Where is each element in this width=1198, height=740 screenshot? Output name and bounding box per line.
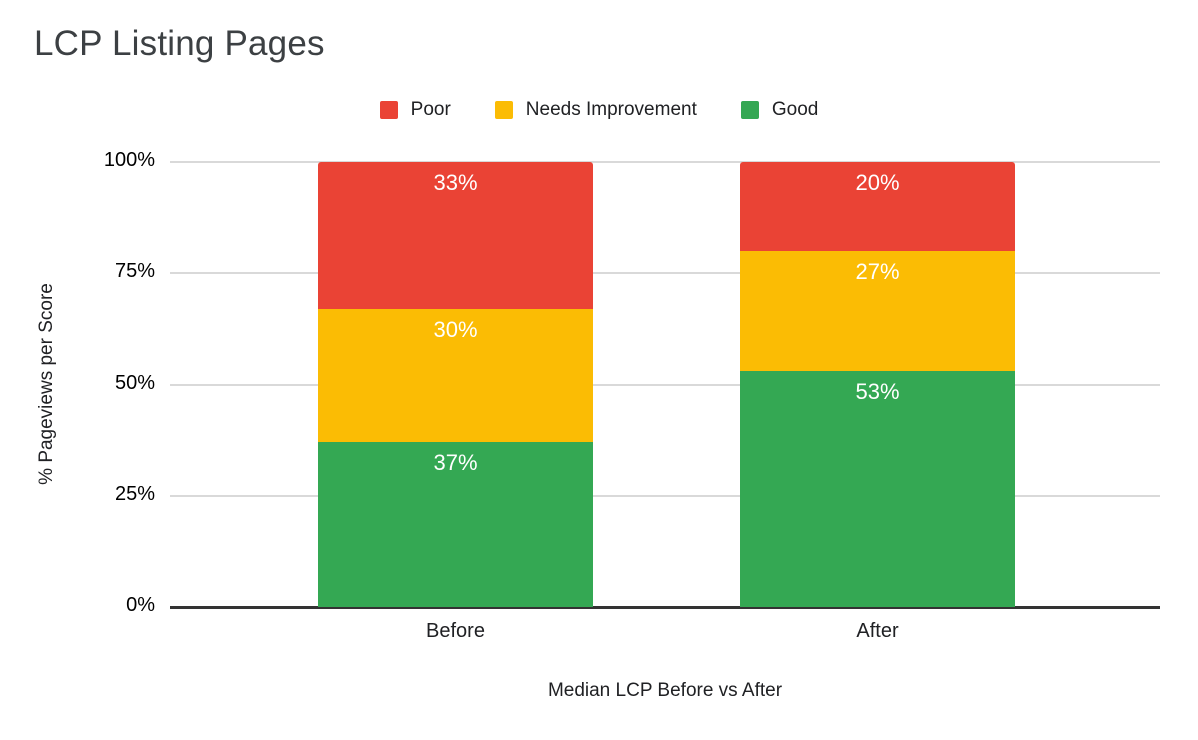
legend-label: Needs Improvement	[525, 99, 697, 120]
y-tick-label-100: 100%	[103, 149, 155, 171]
bar-segment-poor-after: 20%	[740, 162, 1015, 251]
data-label-poor-before: 33%	[433, 170, 478, 196]
gridline-50	[170, 383, 1160, 386]
data-label-needs-improvement-after: 27%	[855, 259, 900, 285]
legend-item-poor: Poor	[379, 99, 451, 121]
x-axis-line	[170, 606, 1160, 609]
plot-area: 37% 30% 33% 53% 27% 20%	[170, 161, 1160, 609]
legend-item-good: Good	[740, 99, 819, 121]
bar-segment-poor-before: 33%	[318, 162, 593, 309]
bar-segment-good-before: 37%	[318, 442, 593, 607]
x-tick-label-after: After	[856, 620, 899, 642]
gridline-75	[170, 272, 1160, 275]
y-tick-label-25: 25%	[114, 482, 155, 505]
legend-label: Good	[771, 99, 819, 120]
data-label-good-after: 53%	[855, 379, 900, 405]
y-tick-label-0: 0%	[126, 594, 155, 616]
legend-swatch-needs-improvement	[494, 101, 513, 119]
data-label-poor-after: 20%	[855, 170, 900, 195]
legend-swatch-good	[740, 101, 759, 119]
bar-segment-needs-improvement-before: 30%	[318, 308, 593, 443]
x-tick-label-before: Before	[426, 620, 485, 642]
data-label-good-before: 37%	[433, 450, 478, 476]
bar-segment-good-after: 53%	[740, 371, 1015, 607]
x-axis-title: Median LCP Before vs After	[547, 680, 783, 701]
legend-swatch-poor	[379, 101, 398, 119]
gridline-100	[170, 161, 1160, 163]
legend-item-needs-improvement: Needs Improvement	[494, 99, 697, 121]
data-label-needs-improvement-before: 30%	[433, 316, 478, 342]
y-tick-label-75: 75%	[114, 260, 155, 283]
gridline-25	[170, 494, 1160, 497]
legend: Poor Needs Improvement Good	[0, 99, 1198, 121]
legend-label: Poor	[410, 99, 451, 120]
y-tick-label-50: 50%	[114, 371, 155, 394]
chart-title: LCP Listing Pages	[34, 24, 325, 63]
bar-segment-needs-improvement-after: 27%	[740, 251, 1015, 372]
